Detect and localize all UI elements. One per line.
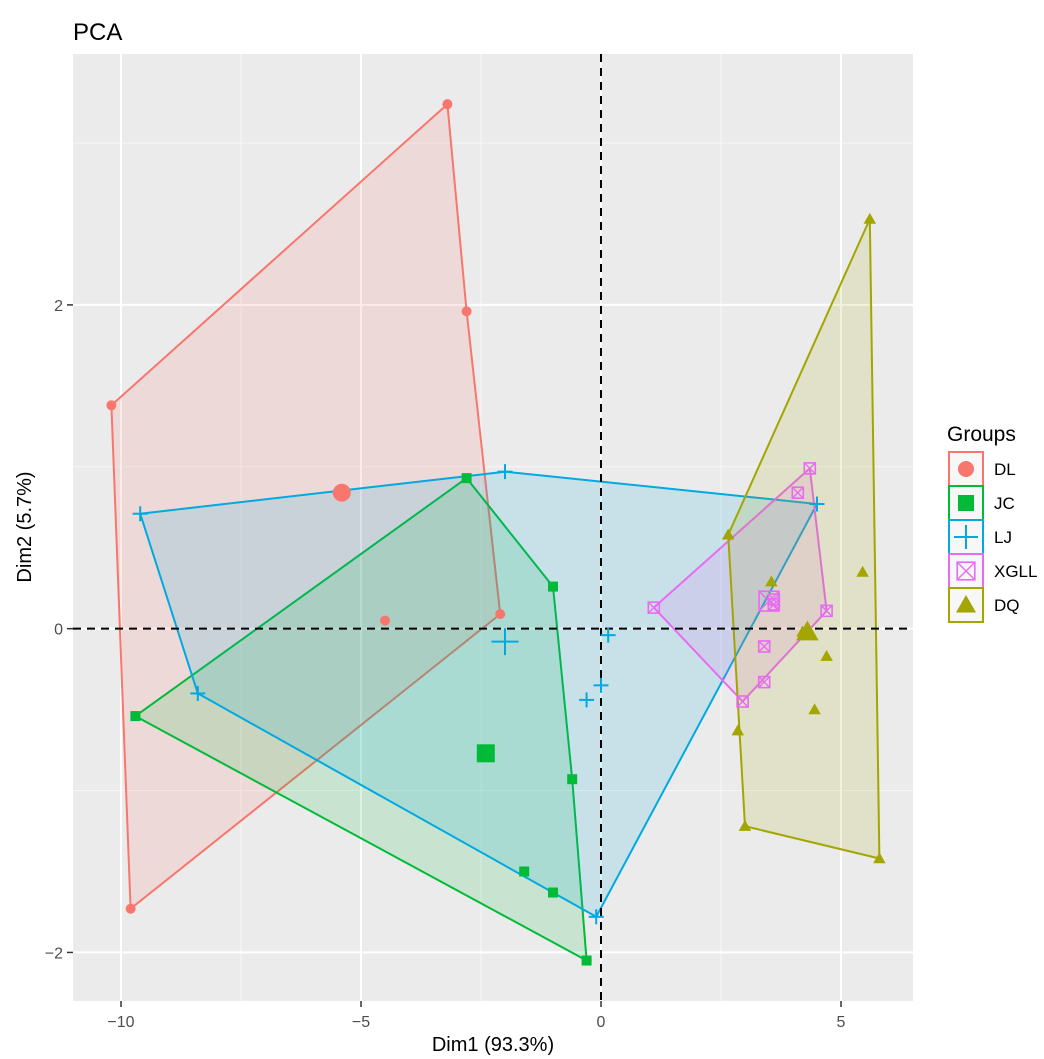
point-jc	[519, 866, 530, 877]
point-xgll	[757, 675, 771, 689]
centroid-lj	[491, 628, 519, 656]
reference-lines	[73, 54, 913, 1001]
y-tick-label: 2	[54, 298, 63, 315]
hull-dl	[110, 103, 502, 910]
point-jc	[461, 473, 472, 484]
legend-marker-dl	[958, 461, 974, 477]
centroid-dl	[332, 483, 351, 502]
point-xgll-box	[757, 675, 771, 689]
point-xgll	[820, 604, 833, 618]
point-xgll	[647, 601, 661, 614]
legend-marker-xgll-d2	[956, 561, 976, 581]
point-dl	[125, 903, 136, 914]
point-xgll-box	[820, 604, 833, 618]
point-xgll-box	[791, 486, 805, 499]
point-lj	[600, 627, 616, 643]
point-xgll-d2	[820, 604, 833, 617]
hull-jc	[134, 477, 588, 962]
point-dq	[856, 565, 869, 577]
legend-label-jc: JC	[994, 494, 1015, 513]
centroid-xgll-box	[758, 590, 780, 612]
point-dq	[721, 528, 735, 540]
point-dq	[873, 852, 886, 864]
point-dl	[106, 400, 117, 411]
point-xgll-box	[647, 601, 661, 614]
data-points	[106, 99, 886, 966]
point-xgll-d2	[758, 640, 771, 653]
point-lj	[809, 496, 825, 512]
legend-label-xgll: XGLL	[994, 562, 1037, 581]
chart-title: PCA	[73, 19, 122, 46]
point-lj	[190, 685, 206, 701]
legend-marker-jc	[958, 495, 974, 511]
point-xgll-box	[803, 462, 817, 475]
point-dq	[820, 649, 833, 661]
point-xgll-d2	[647, 601, 660, 614]
minor-gridlines	[73, 54, 913, 1001]
point-jc	[567, 774, 578, 785]
point-xgll-box	[757, 640, 771, 653]
x-axis-label: Dim1 (93.3%)	[432, 1034, 554, 1056]
point-xgll	[803, 462, 817, 475]
point-xgll-d2	[758, 676, 771, 689]
point-dq	[808, 703, 821, 715]
centroid-xgll-d2	[758, 590, 780, 612]
legend-title: Groups	[947, 423, 1016, 446]
centroid-jc	[476, 744, 495, 763]
point-jc	[548, 581, 558, 592]
point-lj	[579, 692, 595, 708]
point-xgll	[736, 695, 749, 708]
point-lj	[593, 677, 609, 693]
point-dq	[731, 724, 745, 736]
x-tick-label: −10	[107, 1014, 134, 1031]
point-dl	[495, 609, 506, 620]
point-dq	[738, 819, 752, 831]
group-centroids	[332, 483, 819, 763]
y-tick-label: −2	[45, 945, 63, 962]
y-tick-label: 0	[54, 622, 63, 639]
point-jc	[581, 955, 592, 966]
x-tick-label: 0	[597, 1014, 606, 1031]
group-hulls	[110, 103, 881, 962]
legend-label-dq: DQ	[994, 596, 1020, 615]
point-xgll-box	[736, 695, 749, 708]
point-lj	[132, 506, 148, 522]
legend-marker-xgll-box	[956, 561, 976, 581]
legend: Groups DL JC LJ XGLL DQ	[947, 423, 1037, 623]
centroid-dq	[796, 620, 819, 641]
point-jc	[130, 711, 141, 722]
point-xgll	[791, 486, 805, 499]
x-tick-label: 5	[837, 1014, 846, 1031]
legend-label-lj: LJ	[994, 528, 1012, 547]
point-xgll-d2	[736, 695, 749, 708]
point-dl	[380, 615, 390, 626]
legend-marker-dq	[956, 595, 976, 613]
point-lj	[588, 909, 604, 925]
y-axis-label: Dim2 (5.7%)	[14, 471, 36, 582]
legend-label-dl: DL	[994, 460, 1016, 479]
point-dq	[863, 212, 877, 224]
x-tick-label: −5	[352, 1014, 370, 1031]
point-dl	[442, 99, 453, 110]
centroid-xgll	[758, 590, 780, 612]
point-xgll-d2	[791, 486, 804, 499]
x-axis: −10 −5 0 5	[107, 1001, 846, 1031]
point-jc	[548, 887, 558, 898]
point-xgll-d2	[803, 462, 816, 475]
point-lj	[497, 464, 513, 480]
point-xgll	[757, 640, 771, 653]
legend-marker-xgll	[956, 561, 976, 581]
point-dl	[461, 306, 472, 317]
legend-marker-lj	[954, 525, 978, 549]
y-axis: −2 0 2	[45, 298, 73, 962]
hull-lj	[139, 470, 818, 918]
point-dq	[765, 575, 778, 587]
